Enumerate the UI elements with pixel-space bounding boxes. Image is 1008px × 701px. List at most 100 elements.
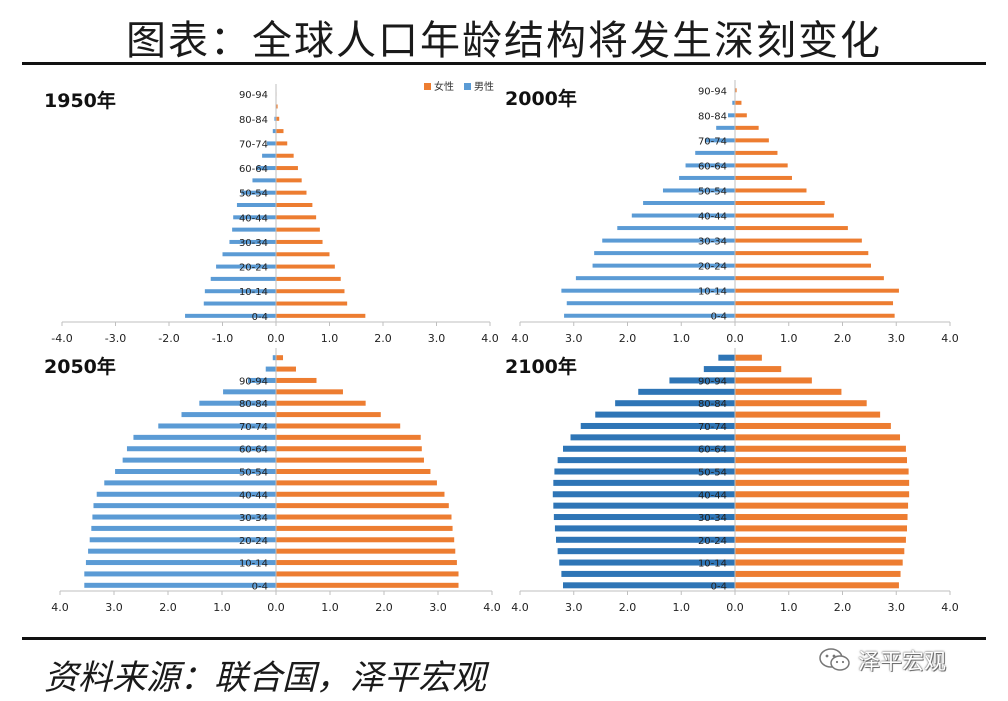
- male-bar: [594, 251, 735, 256]
- female-bar: [735, 301, 894, 306]
- legend-label-female: 女性: [434, 80, 454, 93]
- male-bar: [266, 141, 276, 146]
- female-bar: [276, 412, 381, 418]
- wechat-icon: [819, 648, 850, 671]
- female-bar: [276, 434, 421, 440]
- male-bar: [563, 582, 735, 589]
- male-bar: [728, 113, 735, 118]
- y-tick-label: 30-34: [698, 237, 727, 248]
- x-tick-label: 4.0: [511, 601, 529, 614]
- female-bar: [276, 400, 366, 406]
- female-bar: [276, 503, 449, 509]
- female-bar: [735, 226, 848, 231]
- y-tick-label: 0-4: [252, 312, 268, 323]
- female-bar: [276, 203, 313, 207]
- legend-label-male: 男性: [474, 80, 494, 93]
- y-tick-label: 80-84: [698, 111, 727, 122]
- x-tick-label: 4.0: [941, 601, 959, 614]
- male-bar: [554, 525, 735, 532]
- female-bar: [276, 377, 317, 383]
- male-bar: [85, 560, 276, 566]
- female-bar: [276, 289, 345, 294]
- female-bar: [735, 113, 747, 118]
- female-bar: [735, 514, 908, 521]
- female-bar: [735, 150, 778, 155]
- male-bar: [216, 264, 276, 269]
- x-tick-label: 1.0: [213, 601, 231, 614]
- panel-title: 2000年: [505, 87, 577, 110]
- source-rule: [22, 637, 986, 640]
- male-bar: [274, 116, 276, 121]
- male-bar: [559, 559, 735, 566]
- x-tick-label: 3.0: [105, 601, 123, 614]
- x-tick-label: 1.0: [321, 601, 339, 614]
- male-bar: [247, 377, 276, 383]
- x-tick-label: 3.0: [565, 332, 583, 345]
- male-bar: [272, 129, 276, 134]
- x-tick-label: 4.0: [941, 332, 959, 345]
- male-bar: [553, 502, 735, 509]
- female-bar: [735, 377, 812, 384]
- source-note: 资料来源：联合国，泽平宏观: [44, 658, 486, 698]
- male-bar: [199, 400, 276, 406]
- female-bar: [735, 502, 909, 509]
- male-bar: [553, 514, 735, 521]
- female-bar: [276, 313, 366, 318]
- x-tick-label: 3.0: [888, 332, 906, 345]
- female-bar: [276, 537, 455, 543]
- male-bar: [204, 289, 276, 294]
- female-bar: [276, 104, 278, 109]
- female-bar: [276, 264, 335, 269]
- male-bar: [557, 457, 735, 464]
- male-bar: [617, 226, 735, 231]
- male-bar: [115, 469, 276, 474]
- female-bar: [735, 201, 825, 205]
- female-bar: [276, 582, 459, 588]
- y-tick-label: 20-24: [239, 263, 268, 274]
- male-bar: [185, 313, 276, 318]
- y-tick-label: 0-4: [252, 581, 268, 592]
- male-bar: [552, 491, 735, 498]
- x-tick-label: -3.0: [105, 332, 126, 345]
- x-tick-label: 0.0: [267, 332, 285, 345]
- male-bar: [222, 252, 276, 257]
- x-tick-label: 0.0: [267, 601, 285, 614]
- male-bar: [643, 201, 735, 205]
- female-bar: [735, 175, 792, 180]
- y-tick-label: 60-64: [239, 445, 268, 456]
- female-bar: [735, 479, 910, 486]
- male-bar: [561, 288, 735, 293]
- female-bar: [735, 188, 807, 193]
- y-tick-label: 20-24: [698, 262, 727, 273]
- x-tick-label: 4.0: [483, 601, 501, 614]
- x-tick-label: 4.0: [481, 332, 499, 345]
- male-bar: [716, 125, 735, 130]
- x-tick-label: 2.0: [159, 601, 177, 614]
- female-bar: [735, 354, 762, 361]
- female-bar: [735, 366, 782, 373]
- male-bar: [256, 166, 276, 171]
- y-tick-label: 80-84: [239, 115, 268, 126]
- female-bar: [276, 129, 284, 134]
- female-bar: [735, 88, 737, 93]
- x-tick-label: 2.0: [619, 332, 637, 345]
- male-bar: [704, 138, 735, 143]
- male-bar: [561, 570, 735, 577]
- legend-swatch-male: [464, 83, 471, 90]
- y-tick-label: 40-44: [239, 213, 268, 224]
- y-tick-label: 70-74: [698, 422, 727, 433]
- male-bar: [262, 153, 276, 158]
- female-bar: [735, 276, 884, 281]
- female-bar: [735, 213, 834, 218]
- female-bar: [276, 480, 437, 486]
- female-bar: [276, 491, 445, 497]
- female-bar: [276, 389, 343, 395]
- x-tick-label: 0.0: [726, 332, 744, 345]
- female-bar: [276, 355, 284, 361]
- y-tick-label: 40-44: [698, 490, 727, 501]
- male-bar: [203, 301, 276, 306]
- male-bar: [265, 366, 276, 372]
- male-bar: [232, 227, 276, 232]
- female-bar: [735, 434, 901, 441]
- male-bar: [564, 313, 735, 318]
